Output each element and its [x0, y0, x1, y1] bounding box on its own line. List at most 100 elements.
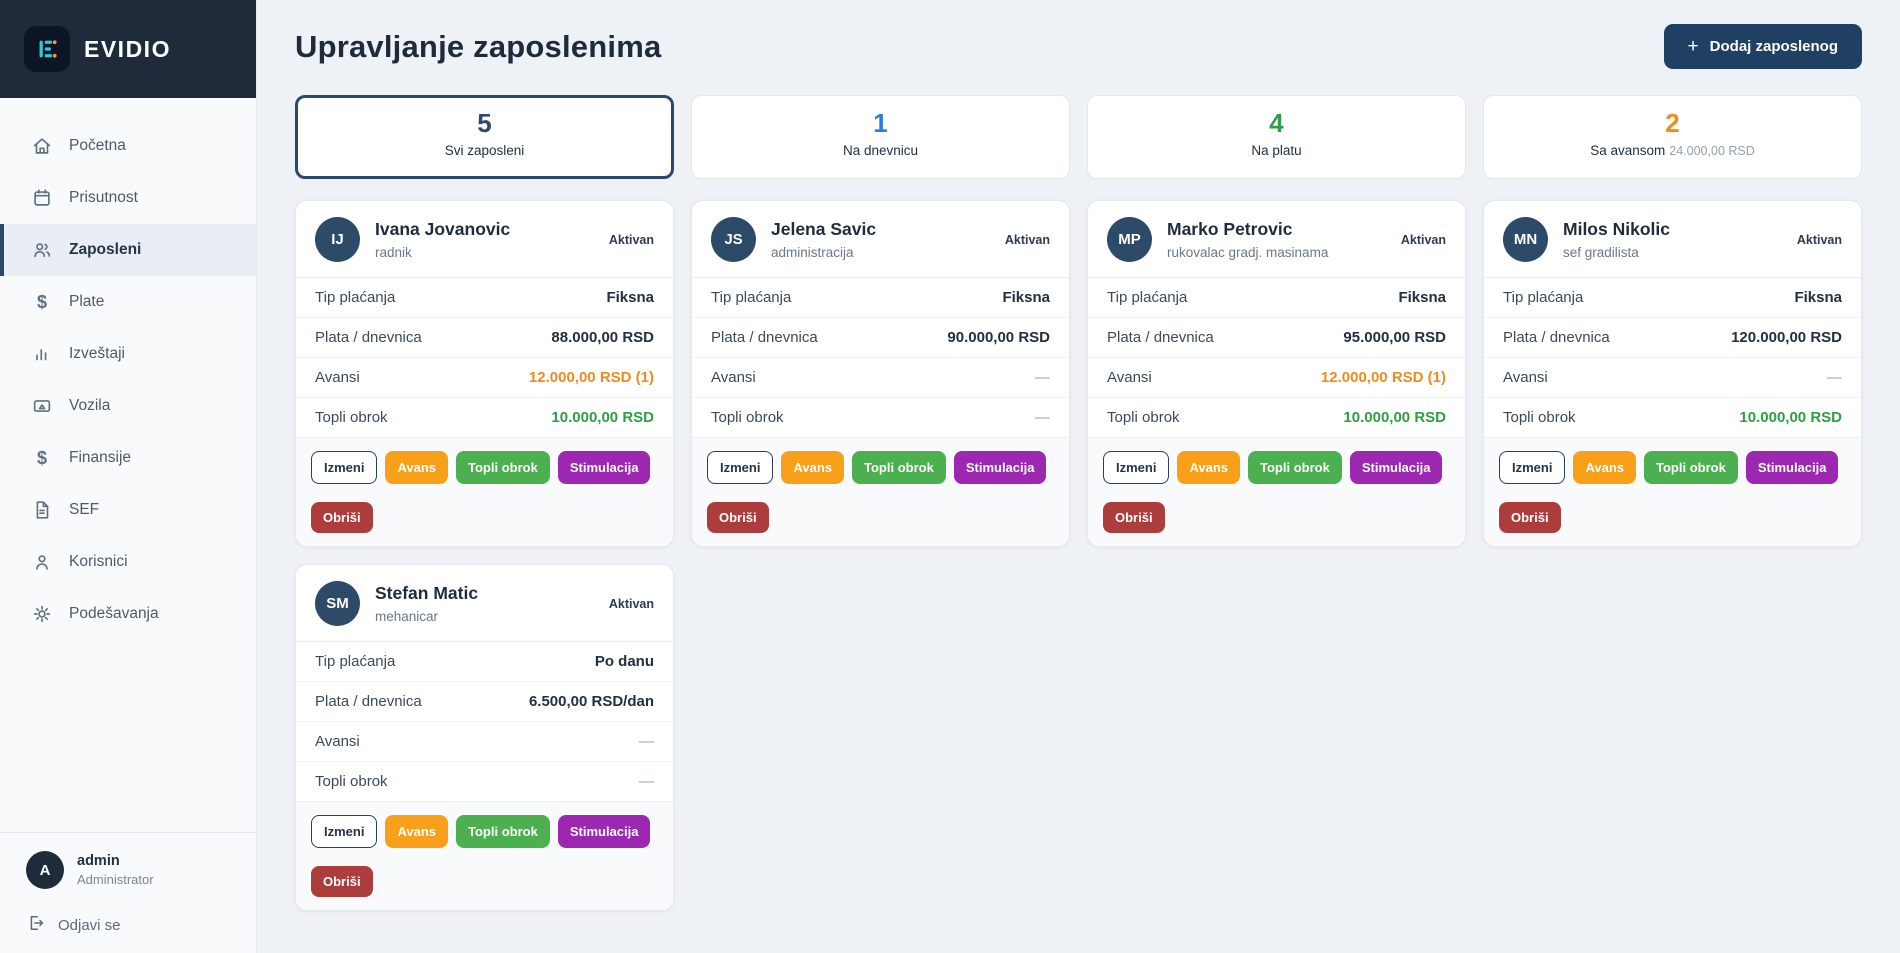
stimulation-button[interactable]: Stimulacija	[1349, 451, 1443, 484]
calendar-icon	[30, 187, 54, 209]
status-badge: Aktivan	[608, 232, 654, 247]
salary-value: 90.000,00 RSD	[947, 329, 1050, 346]
salary-value: 88.000,00 RSD	[551, 329, 654, 346]
meal-allowance-button[interactable]: Topli obrok	[1644, 451, 1738, 484]
plus-icon: +	[1687, 36, 1699, 57]
edit-button[interactable]: Izmeni	[1499, 451, 1566, 484]
sidebar-item-zaposleni[interactable]: Zaposleni	[0, 224, 256, 276]
salary-row: Plata / dnevnica 95.000,00 RSD	[1088, 317, 1465, 357]
payment-type-row: Tip plaćanja Fiksna	[315, 289, 654, 306]
payment-type-row: Tip plaćanja Fiksna	[711, 289, 1050, 306]
salary-row: Plata / dnevnica 88.000,00 RSD	[296, 317, 673, 357]
edit-button[interactable]: Izmeni	[311, 451, 378, 484]
payment-type-row: Tip plaćanja Fiksna	[1107, 289, 1446, 306]
edit-button[interactable]: Izmeni	[707, 451, 774, 484]
stat-card-na-platu[interactable]: 4 Na platu	[1087, 95, 1466, 179]
add-employee-button[interactable]: + Dodaj zaposlenog	[1663, 24, 1862, 69]
delete-button[interactable]: Obriši	[1103, 502, 1165, 533]
stimulation-button[interactable]: Stimulacija	[557, 451, 651, 484]
sidebar-footer: A admin Administrator Odjavi se	[0, 832, 256, 953]
meal-allowance-button[interactable]: Topli obrok	[1248, 451, 1342, 484]
sidebar-item-izvestaji[interactable]: Izveštaji	[0, 328, 256, 380]
user-role: Administrator	[77, 872, 154, 887]
evidio-logo-icon	[24, 26, 70, 72]
meal-allowance-button[interactable]: Topli obrok	[456, 815, 550, 848]
stat-value: 2	[1665, 108, 1680, 138]
employee-name: Ivana Jovanovic	[375, 219, 511, 239]
main-content: Upravljanje zaposlenima + Dodaj zaposlen…	[257, 0, 1900, 953]
advance-button[interactable]: Avans	[385, 451, 449, 484]
stat-card-na-dnevnicu[interactable]: 1 Na dnevnicu	[691, 95, 1070, 179]
avatar: SM	[315, 581, 360, 626]
meal-allowance-value: 10.000,00 RSD	[551, 409, 654, 426]
advance-button[interactable]: Avans	[1573, 451, 1637, 484]
payment-type-value: Fiksna	[1002, 289, 1050, 306]
avatar: JS	[711, 217, 756, 262]
stat-value: 1	[873, 108, 888, 138]
advances-value: 12.000,00 RSD (1)	[528, 369, 654, 386]
advances-value: —	[639, 733, 654, 750]
advances-value: 12.000,00 RSD (1)	[1320, 369, 1446, 386]
delete-button[interactable]: Obriši	[311, 502, 373, 533]
meal-allowance-row: Topli obrok —	[296, 761, 673, 801]
user-name: admin	[77, 853, 120, 869]
sidebar-item-plate[interactable]: $ Plate	[0, 276, 256, 328]
sidebar-item-label: Plate	[69, 293, 105, 310]
salary-value: 6.500,00 RSD/dan	[528, 693, 654, 710]
sidebar-item-pocetna[interactable]: Početna	[0, 120, 256, 172]
payment-type-row: Tip plaćanja Po danu	[315, 653, 654, 670]
stat-card-sa-avansom[interactable]: 2 Sa avansom 24.000,00 RSD	[1483, 95, 1862, 179]
employee-card-ivana-jovanovic: IJ Ivana Jovanovic radnik Aktivan Tip pl…	[295, 200, 674, 547]
sidebar-item-podesavanja[interactable]: Podešavanja	[0, 588, 256, 640]
employee-name: Milos Nikolic	[1563, 219, 1670, 239]
app-title: EVIDIO	[84, 35, 171, 62]
stat-label: Sa avansom 24.000,00 RSD	[1590, 142, 1755, 158]
chart-icon	[30, 343, 54, 365]
salary-row: Plata / dnevnica 90.000,00 RSD	[692, 317, 1069, 357]
dollar-icon: $	[36, 291, 47, 312]
meal-allowance-button[interactable]: Topli obrok	[852, 451, 946, 484]
advance-button[interactable]: Avans	[1177, 451, 1241, 484]
employee-role: mehanicar	[375, 609, 439, 624]
avatar: MP	[1107, 217, 1152, 262]
stat-card-svi-zaposleni[interactable]: 5 Svi zaposleni	[295, 95, 674, 179]
sidebar-item-label: Početna	[69, 137, 126, 154]
document-icon	[30, 499, 54, 521]
employee-card-marko-petrovic: MP Marko Petrovic rukovalac gradj. masin…	[1087, 200, 1466, 547]
advance-button[interactable]: Avans	[781, 451, 845, 484]
edit-button[interactable]: Izmeni	[1103, 451, 1170, 484]
meal-allowance-value: —	[639, 773, 654, 790]
sidebar-item-korisnici[interactable]: Korisnici	[0, 536, 256, 588]
logout-button[interactable]: Odjavi se	[26, 913, 230, 937]
advance-button[interactable]: Avans	[385, 815, 449, 848]
edit-button[interactable]: Izmeni	[311, 815, 378, 848]
vehicle-icon	[30, 395, 54, 417]
payment-type-value: Po danu	[594, 653, 654, 670]
status-badge: Aktivan	[1004, 232, 1050, 247]
sidebar-item-label: Finansije	[69, 449, 132, 466]
employee-role: administracija	[771, 245, 854, 260]
sidebar-item-label: Prisutnost	[69, 189, 138, 206]
sidebar: EVIDIO Početna Prisutnost Zaposleni $ Pl…	[0, 0, 257, 953]
employee-card-actions: Izmeni Avans Topli obrok Stimulacija Obr…	[692, 437, 1069, 546]
meal-allowance-row: Topli obrok —	[692, 397, 1069, 437]
sidebar-item-label: Podešavanja	[69, 605, 159, 622]
stimulation-button[interactable]: Stimulacija	[557, 815, 651, 848]
stimulation-button[interactable]: Stimulacija	[1745, 451, 1839, 484]
sidebar-nav: Početna Prisutnost Zaposleni $ Plate Izv…	[0, 98, 256, 640]
payment-type-value: Fiksna	[606, 289, 654, 306]
delete-button[interactable]: Obriši	[1499, 502, 1561, 533]
delete-button[interactable]: Obriši	[707, 502, 769, 533]
salary-row: Plata / dnevnica 120.000,00 RSD	[1484, 317, 1861, 357]
sidebar-item-finansije[interactable]: $ Finansije	[0, 432, 256, 484]
sidebar-item-sef[interactable]: SEF	[0, 484, 256, 536]
meal-allowance-button[interactable]: Topli obrok	[456, 451, 550, 484]
delete-button[interactable]: Obriši	[311, 866, 373, 897]
employee-card-jelena-savic: JS Jelena Savic administracija Aktivan T…	[691, 200, 1070, 547]
sidebar-item-label: Zaposleni	[69, 241, 142, 258]
employee-name: Jelena Savic	[771, 219, 877, 239]
sidebar-item-prisutnost[interactable]: Prisutnost	[0, 172, 256, 224]
stimulation-button[interactable]: Stimulacija	[953, 451, 1047, 484]
sidebar-item-vozila[interactable]: Vozila	[0, 380, 256, 432]
salary-row: Plata / dnevnica 6.500,00 RSD/dan	[296, 681, 673, 721]
